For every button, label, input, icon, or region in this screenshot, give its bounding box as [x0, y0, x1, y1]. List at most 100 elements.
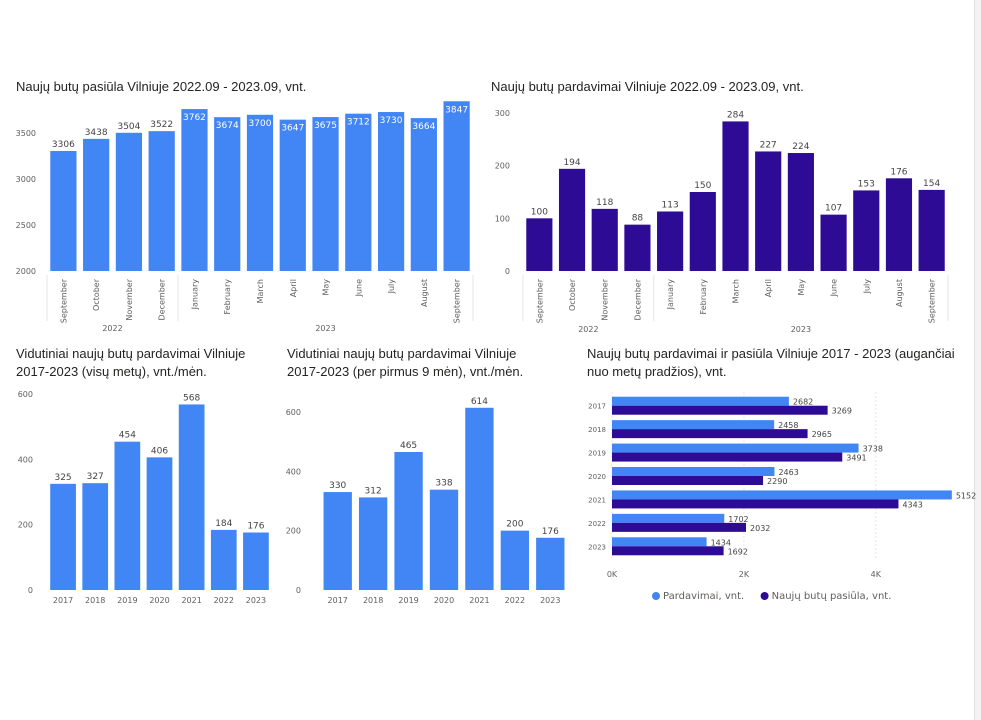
data-label: 107 — [825, 204, 842, 214]
y-tick-label: 400 — [18, 455, 33, 464]
chart-title: Vidutiniai naujų butų pardavimai Vilniuj… — [287, 346, 524, 379]
data-label: 3738 — [863, 445, 883, 454]
chart-title: Naujų butų pardavimai Vilniuje 2022.09 -… — [491, 79, 804, 94]
data-label: 2458 — [778, 421, 798, 430]
group-label: 2022 — [102, 324, 122, 333]
bar — [820, 214, 847, 271]
x-tick-label: November — [601, 278, 610, 320]
data-label: 330 — [329, 481, 346, 491]
y-tick-label: 2019 — [588, 450, 606, 458]
x-tick-label: November — [125, 278, 134, 320]
bar — [558, 168, 586, 271]
x-tick-label: September — [928, 278, 937, 323]
legend-marker — [760, 592, 769, 600]
y-tick-label: 0 — [505, 267, 510, 276]
data-label: 194 — [563, 158, 580, 168]
bar — [612, 476, 764, 485]
bar — [410, 118, 437, 271]
data-label: 3762 — [183, 113, 206, 123]
bar — [500, 530, 530, 590]
x-tick-label: January — [666, 279, 675, 311]
data-label: 5152 — [956, 491, 976, 500]
bar — [612, 513, 725, 523]
bar — [114, 441, 141, 590]
data-label: 614 — [471, 397, 488, 407]
bar — [612, 499, 899, 509]
x-tick-label: June — [354, 279, 363, 298]
chart-title: Naujų butų pasiūla Vilniuje 2022.09 - 20… — [16, 79, 307, 94]
data-label: 113 — [662, 200, 679, 210]
chart-svg-supply-monthly: 2000 2500 3000 3500 3306 September 3438 October… — [16, 101, 474, 333]
bar — [50, 150, 77, 271]
y-tick-label: 2000 — [16, 267, 36, 276]
bar — [657, 211, 684, 271]
data-label: 2290 — [767, 477, 787, 486]
bar — [612, 405, 828, 415]
x-tick-label: July — [387, 279, 396, 295]
bar — [612, 467, 775, 476]
bar — [83, 138, 110, 271]
data-label: 150 — [694, 181, 711, 191]
data-label: 153 — [858, 179, 875, 189]
y-tick-label: 2022 — [588, 520, 606, 528]
x-tick-label: April — [764, 279, 773, 297]
bar — [612, 452, 843, 462]
data-label: 100 — [531, 207, 548, 217]
data-label: 200 — [506, 520, 523, 530]
y-tick-label: 300 — [495, 109, 510, 118]
data-label: 3647 — [281, 124, 304, 134]
chart-panel-sales-vs-supply: Naujų butų pardavimai ir pasiūla Vilniuj… — [587, 346, 976, 602]
data-label: 3674 — [216, 121, 239, 131]
bar — [148, 131, 175, 271]
legend-marker — [652, 592, 660, 600]
bar — [612, 396, 789, 406]
data-label: 3269 — [832, 407, 852, 416]
data-label: 2965 — [812, 430, 832, 439]
data-label: 1434 — [711, 538, 731, 547]
bar — [82, 483, 109, 590]
data-label: 3700 — [249, 119, 272, 129]
bar — [612, 537, 707, 547]
y-tick-label: 2017 — [588, 403, 606, 411]
x-tick-label: 2019 — [117, 596, 137, 605]
chart-panel-supply-monthly: Naujų butų pasiūla Vilniuje 2022.09 - 20… — [0, 0, 480, 340]
bar — [214, 117, 241, 271]
bar — [115, 132, 143, 271]
bar — [246, 114, 274, 271]
data-label: 454 — [119, 431, 136, 441]
chart-title: Vidutiniai naujų butų pardavimai Vilniuj… — [16, 346, 246, 379]
bar — [885, 178, 913, 271]
data-label: 176 — [247, 522, 264, 532]
y-tick-label: 2018 — [588, 426, 606, 434]
chart-panel-avg-sales-full-year: Vidutiniai naujų butų pardavimai Vilniuj… — [0, 0, 280, 620]
data-label: 184 — [215, 519, 232, 529]
bar — [210, 529, 237, 590]
chart-svg-avg-sales-9-months: 0 200 400 600 330 2017 312 2018 465 2019 338 2020 61… — [286, 397, 565, 605]
bar — [624, 224, 651, 271]
y-tick-label: 600 — [18, 390, 33, 399]
bar — [612, 429, 808, 439]
x-tick-label: 0K — [607, 570, 618, 579]
x-tick-label: 2023 — [246, 596, 266, 605]
bar — [612, 522, 747, 532]
data-label: 154 — [923, 179, 940, 189]
y-tick-label: 2021 — [588, 496, 606, 504]
bar — [279, 119, 306, 271]
data-label: 327 — [87, 472, 104, 482]
x-tick-label: September — [453, 278, 462, 323]
x-tick-label: 2018 — [85, 596, 105, 605]
bar — [312, 117, 339, 271]
data-label: 338 — [435, 479, 452, 489]
bar — [755, 151, 782, 271]
page-scrollbar[interactable] — [974, 0, 981, 720]
x-tick-label: April — [289, 279, 298, 297]
data-label: 2682 — [793, 398, 813, 407]
bar — [429, 489, 459, 590]
y-tick-label: 200 — [18, 521, 33, 530]
bar — [465, 407, 494, 590]
data-label: 3675 — [314, 121, 337, 131]
data-label: 568 — [183, 393, 200, 403]
x-tick-label: May — [322, 279, 331, 296]
data-label: 465 — [400, 441, 417, 451]
bar — [787, 153, 814, 271]
